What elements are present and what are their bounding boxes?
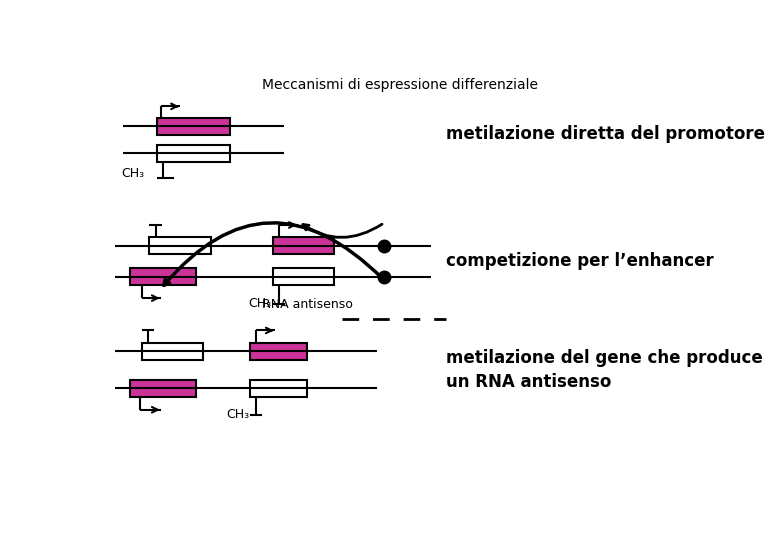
- Bar: [250, 343, 307, 360]
- Bar: [130, 380, 196, 397]
- Bar: [158, 118, 230, 135]
- Text: competizione per l’enhancer: competizione per l’enhancer: [446, 252, 714, 270]
- Text: metilazione del gene che produce
un RNA antisenso: metilazione del gene che produce un RNA …: [446, 349, 763, 390]
- Bar: [142, 343, 204, 360]
- Bar: [250, 380, 307, 397]
- Text: CH₃: CH₃: [226, 408, 250, 421]
- Bar: [130, 268, 196, 285]
- Text: metilazione diretta del promotore: metilazione diretta del promotore: [446, 125, 765, 143]
- Bar: [158, 145, 230, 162]
- Text: CH₃: CH₃: [248, 296, 271, 309]
- Text: RNA antisenso: RNA antisenso: [262, 298, 353, 311]
- Bar: [273, 237, 335, 254]
- Text: CH₃: CH₃: [121, 167, 144, 180]
- Bar: [150, 237, 211, 254]
- Text: Meccanismi di espressione differenziale: Meccanismi di espressione differenziale: [262, 78, 537, 92]
- Bar: [273, 268, 335, 285]
